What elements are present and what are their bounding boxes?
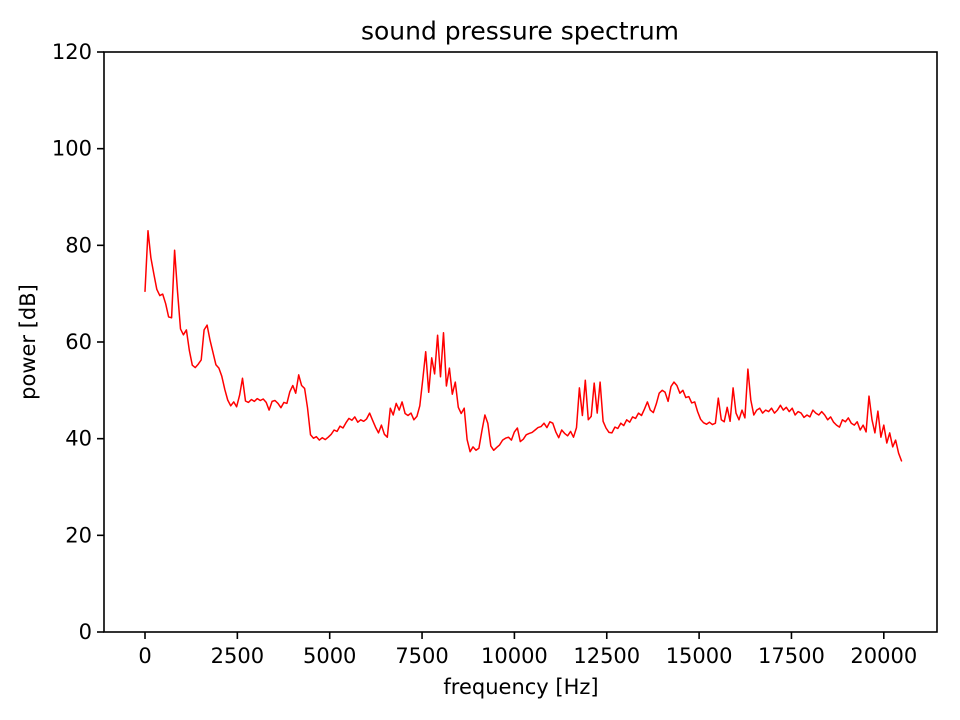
x-axis-label: frequency [Hz]	[443, 675, 599, 699]
x-tick-label: 15000	[666, 644, 733, 668]
axes-spines	[103, 51, 938, 633]
x-tick-label: 17500	[758, 644, 825, 668]
y-tick-label: 20	[65, 523, 92, 547]
spectrum-line	[144, 230, 903, 462]
y-tick-label: 0	[79, 620, 92, 644]
x-tick-label: 2500	[211, 644, 264, 668]
y-tick-label: 100	[52, 137, 92, 161]
x-tick-label: 5000	[303, 644, 356, 668]
x-tick-label: 7500	[395, 644, 448, 668]
y-tick-label: 40	[65, 427, 92, 451]
x-tick-label: 20000	[850, 644, 917, 668]
x-tick-label: 0	[138, 644, 151, 668]
y-tick-label: 60	[65, 330, 92, 354]
x-tick-label: 12500	[573, 644, 640, 668]
y-tick-label: 80	[65, 233, 92, 257]
y-axis-label: power [dB]	[16, 284, 40, 400]
chart-title: sound pressure spectrum	[360, 16, 680, 46]
x-tick-label: 10000	[481, 644, 548, 668]
y-tick-label: 120	[52, 40, 92, 64]
